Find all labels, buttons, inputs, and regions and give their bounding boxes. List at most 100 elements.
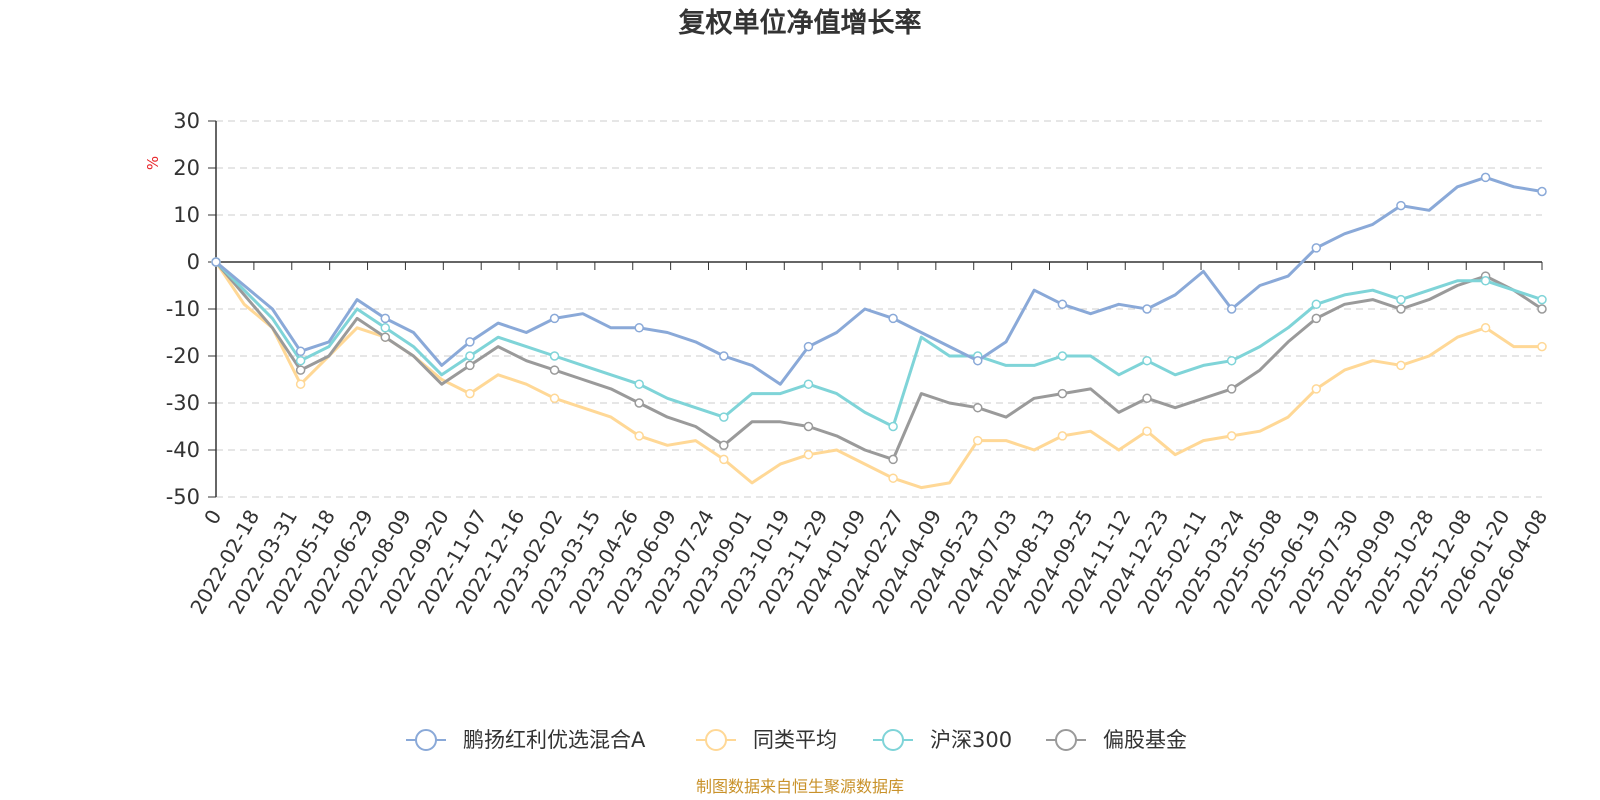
data-point <box>1396 294 1406 305</box>
data-source-note: 制图数据来自恒生聚源数据库 <box>696 777 904 796</box>
grid <box>216 120 1542 498</box>
data-point <box>1142 304 1152 314</box>
data-point <box>295 365 306 375</box>
data-point <box>1142 426 1152 436</box>
legend-label: 鹏扬红利优选混合A <box>463 728 646 752</box>
data-point <box>1480 323 1491 333</box>
data-point <box>295 379 306 389</box>
legend-marker-icon <box>1055 729 1077 751</box>
legend[interactable]: 鹏扬红利优选混合A 同类平均 沪深300 偏股基金 <box>406 728 1187 752</box>
data-point <box>1480 172 1491 183</box>
y-tick-label: 0 <box>187 250 200 274</box>
data-point <box>634 398 644 408</box>
y-tick-label: 30 <box>173 109 200 133</box>
legend-label: 沪深300 <box>930 728 1012 752</box>
data-point <box>1311 243 1322 253</box>
legend-item-1[interactable]: 同类平均 <box>696 728 837 752</box>
data-point <box>1142 393 1152 404</box>
data-point <box>1537 304 1547 314</box>
y-tick-label: -40 <box>166 438 200 462</box>
data-point <box>465 388 475 399</box>
data-point <box>719 412 729 422</box>
data-point <box>380 332 391 342</box>
series-lines <box>211 172 1547 490</box>
data-point <box>972 435 983 446</box>
data-point <box>1537 341 1547 352</box>
data-point <box>1396 360 1406 371</box>
series-line <box>214 261 1543 461</box>
data-point <box>1057 431 1068 441</box>
y-axis-unit: % <box>144 156 162 170</box>
data-point <box>1311 299 1322 310</box>
data-point <box>972 402 983 413</box>
legend-marker-icon <box>705 729 727 751</box>
y-tick-label: 10 <box>173 203 200 227</box>
data-point <box>549 365 560 375</box>
data-point <box>1226 431 1237 441</box>
data-point <box>465 360 475 371</box>
legend-label: 偏股基金 <box>1103 728 1187 752</box>
legend-item-0[interactable]: 鹏扬红利优选混合A <box>406 728 646 752</box>
legend-marker-icon <box>415 729 437 751</box>
legend-label: 同类平均 <box>753 728 837 752</box>
data-point <box>1480 276 1491 286</box>
y-tick-label: -30 <box>166 391 200 415</box>
data-point <box>1537 186 1547 197</box>
data-point <box>295 346 306 357</box>
data-point <box>634 379 644 389</box>
data-point <box>719 351 729 361</box>
data-point <box>1226 355 1237 366</box>
data-point <box>295 355 306 366</box>
data-point <box>719 440 729 451</box>
y-tick-label: -50 <box>166 485 200 509</box>
data-point <box>1142 355 1152 366</box>
series-2 <box>211 257 1547 432</box>
data-point <box>888 454 898 465</box>
data-point <box>1311 384 1322 394</box>
data-point <box>549 351 560 361</box>
data-point <box>803 449 814 460</box>
chart-title: 复权单位净值增长率 <box>679 7 922 39</box>
data-point <box>1226 384 1237 394</box>
data-point <box>380 323 391 333</box>
y-axis: 30 20 10 0 -10 -20 -30 -40 -50 <box>166 109 217 509</box>
x-tick-label: 0 <box>199 506 226 529</box>
legend-marker-icon <box>882 729 904 751</box>
y-tick-label: -10 <box>166 297 200 321</box>
data-point <box>803 421 814 432</box>
data-point <box>1057 388 1068 399</box>
series-line <box>215 175 1543 386</box>
data-point <box>1396 200 1406 211</box>
data-point <box>1057 299 1068 310</box>
data-point <box>1311 313 1322 324</box>
series-0 <box>211 172 1547 386</box>
data-point <box>888 473 898 483</box>
legend-item-2[interactable]: 沪深300 <box>873 728 1012 752</box>
data-point <box>465 351 475 361</box>
data-point <box>549 393 560 404</box>
y-tick-label: 20 <box>173 156 200 180</box>
data-point <box>634 431 644 441</box>
data-point <box>888 313 898 324</box>
data-point <box>888 421 898 432</box>
data-point <box>549 313 560 324</box>
data-point <box>972 355 983 366</box>
data-point <box>380 313 391 324</box>
series-line <box>214 261 1542 490</box>
series-line <box>214 260 1543 428</box>
data-point <box>1057 351 1068 361</box>
data-point <box>211 257 221 267</box>
data-point <box>803 341 814 352</box>
y-tick-label: -20 <box>166 344 200 368</box>
data-point <box>1396 304 1406 314</box>
series-3 <box>211 257 1547 465</box>
data-point <box>1537 294 1547 305</box>
data-point <box>465 337 475 347</box>
legend-item-3[interactable]: 偏股基金 <box>1046 728 1187 752</box>
data-point <box>803 379 814 389</box>
data-point <box>1226 304 1237 314</box>
data-point <box>634 323 644 333</box>
x-axis: 02022-02-182022-03-312022-05-182022-06-2… <box>185 261 1552 618</box>
data-point <box>719 454 729 465</box>
